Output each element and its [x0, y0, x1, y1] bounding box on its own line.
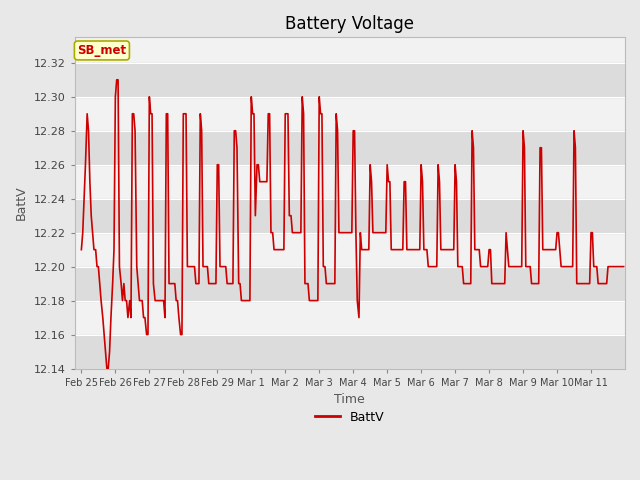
Bar [75, 63, 625, 97]
Bar [75, 266, 625, 300]
Y-axis label: BattV: BattV [15, 186, 28, 220]
X-axis label: Time: Time [335, 393, 365, 406]
Text: SB_met: SB_met [77, 44, 127, 57]
Bar [75, 131, 625, 165]
Title: Battery Voltage: Battery Voltage [285, 15, 414, 33]
Bar [75, 199, 625, 233]
Bar [75, 335, 625, 369]
Legend: BattV: BattV [310, 406, 390, 429]
